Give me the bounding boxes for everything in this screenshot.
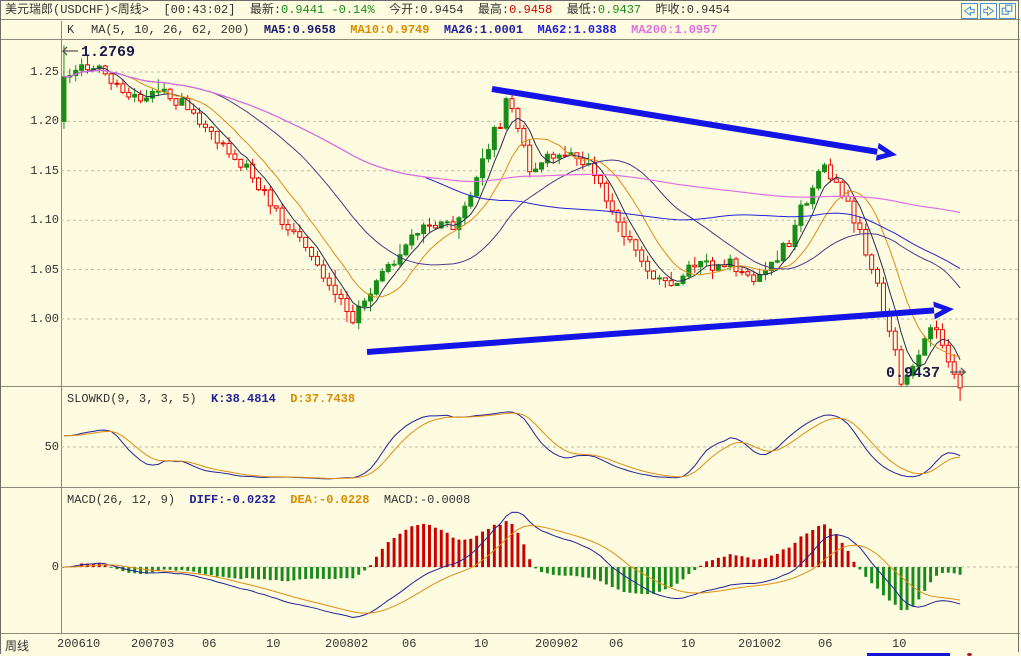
svg-text:0.9437: 0.9437 [886,365,940,382]
svg-text:1.2769: 1.2769 [81,44,135,61]
